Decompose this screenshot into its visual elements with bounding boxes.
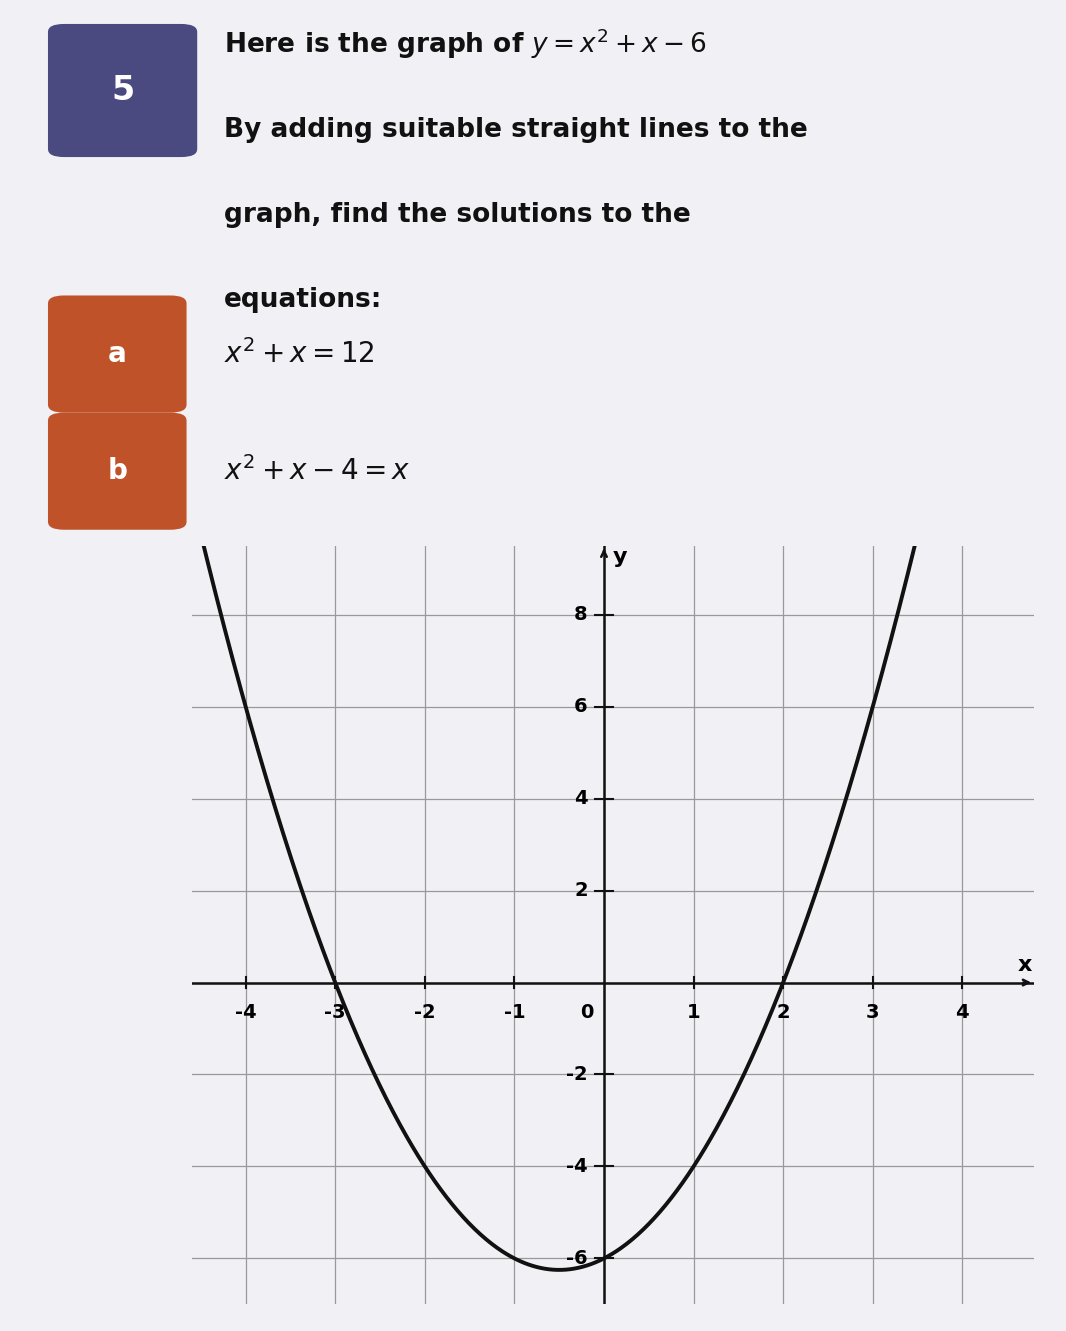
Text: 1: 1 (687, 1004, 700, 1022)
Text: By adding suitable straight lines to the: By adding suitable straight lines to the (224, 117, 808, 144)
Text: -2: -2 (566, 1065, 587, 1083)
Text: 4: 4 (575, 789, 587, 808)
Text: -3: -3 (324, 1004, 346, 1022)
Text: 5: 5 (111, 75, 134, 106)
Text: 4: 4 (955, 1004, 969, 1022)
Text: -2: -2 (414, 1004, 436, 1022)
Text: -6: -6 (566, 1248, 587, 1268)
Text: -1: -1 (503, 1004, 526, 1022)
Text: 3: 3 (866, 1004, 879, 1022)
Text: equations:: equations: (224, 287, 383, 314)
FancyBboxPatch shape (48, 24, 197, 157)
Text: 8: 8 (575, 606, 587, 624)
FancyBboxPatch shape (48, 295, 187, 413)
FancyBboxPatch shape (48, 413, 187, 530)
Text: y: y (613, 547, 628, 567)
Text: graph, find the solutions to the: graph, find the solutions to the (224, 202, 691, 229)
Text: Here is the graph of $y = x^2 + x - 6$: Here is the graph of $y = x^2 + x - 6$ (224, 27, 707, 61)
Text: b: b (108, 457, 127, 486)
Text: 6: 6 (575, 697, 587, 716)
Text: 2: 2 (776, 1004, 790, 1022)
Text: 0: 0 (580, 1004, 594, 1022)
Text: -4: -4 (235, 1004, 257, 1022)
Text: a: a (108, 339, 127, 369)
Text: 2: 2 (575, 881, 587, 900)
Text: -4: -4 (566, 1157, 587, 1177)
Text: $x^2 + x = 12$: $x^2 + x = 12$ (224, 339, 374, 369)
Text: $x^2 + x - 4 = x$: $x^2 + x - 4 = x$ (224, 457, 410, 486)
Text: x: x (1018, 956, 1032, 976)
